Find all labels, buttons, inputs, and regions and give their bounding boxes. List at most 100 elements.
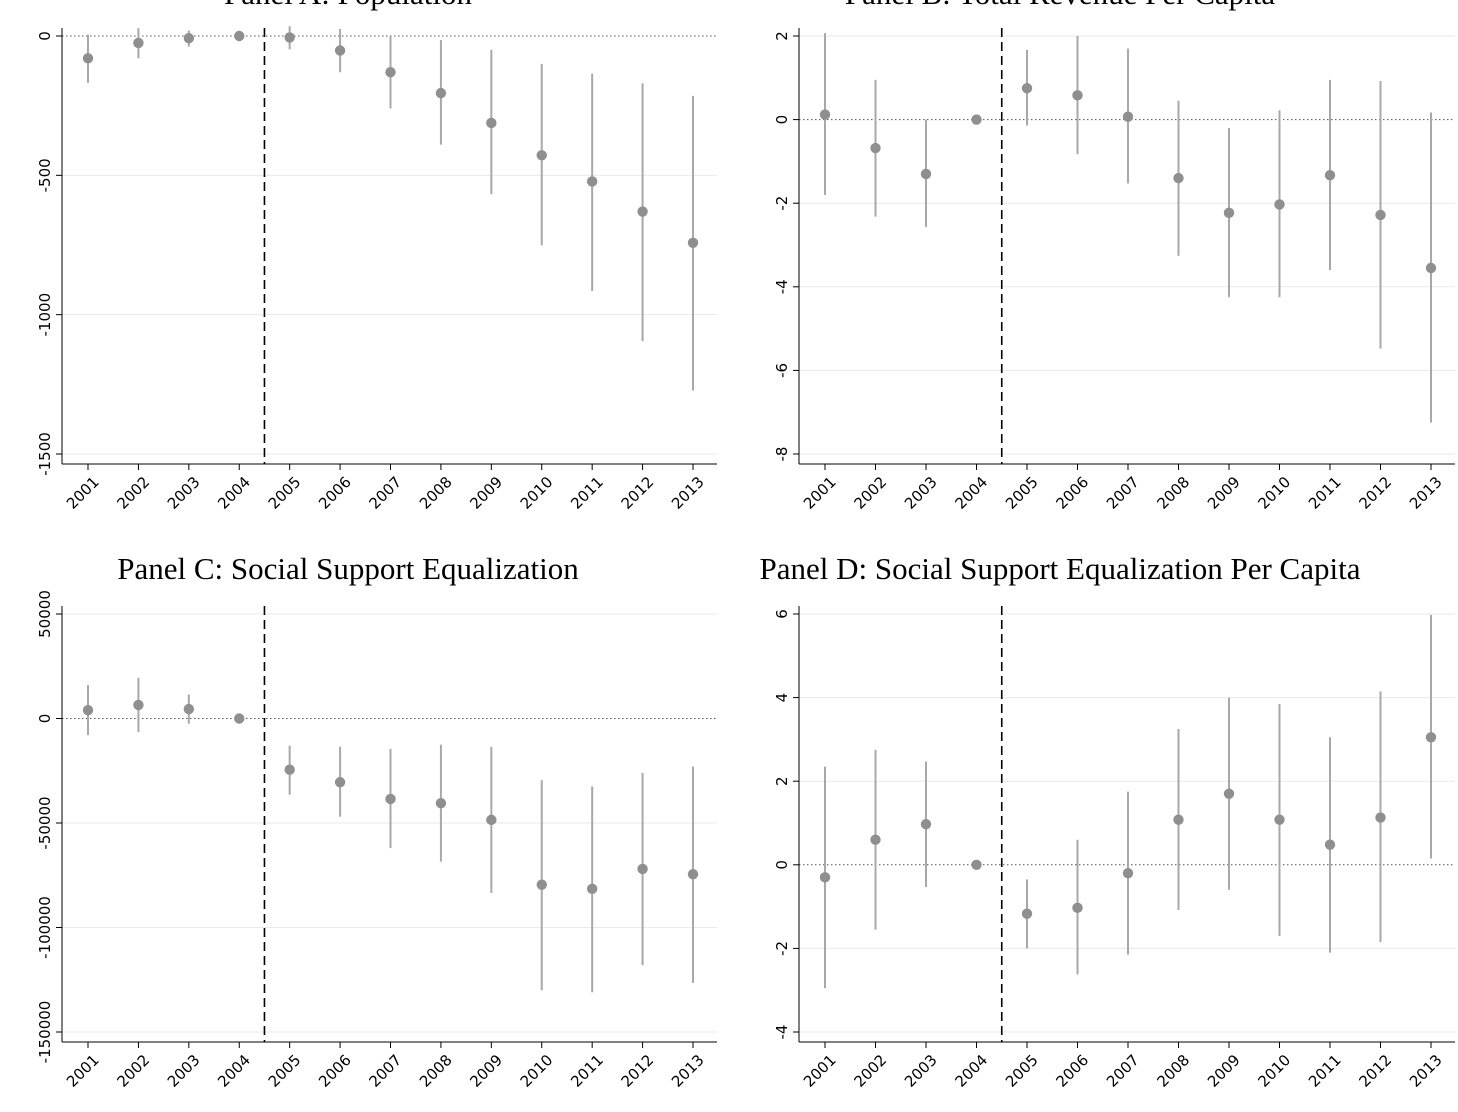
panel-c-x-tick-label: 2004 — [214, 1051, 254, 1091]
panel-d-x-tick-label: 2012 — [1356, 1051, 1396, 1091]
panel-c-x-tick-label: 2010 — [517, 1051, 557, 1091]
panel-d-point-estimate — [1173, 814, 1184, 825]
panel-b-point-estimate — [1324, 169, 1336, 181]
panel-d-point-estimate — [920, 819, 932, 830]
panel-b-x-tick-label: 2011 — [1305, 473, 1345, 513]
panel-b-x-tick-label: 2012 — [1356, 473, 1396, 513]
panel-b-y-tick-label: -6 — [773, 363, 791, 378]
panel-b-point-estimate — [1072, 90, 1083, 101]
panel-a-point-estimate — [284, 32, 295, 43]
panel-d-point-estimate — [1072, 902, 1083, 914]
panel-c-x-tick-label: 2005 — [265, 1051, 305, 1091]
panel-a-title: Panel A: Population — [224, 0, 473, 11]
panel-c: Panel C: Social Support Equalization 500… — [36, 551, 717, 1091]
panel-d-y-tick-label: 0 — [773, 860, 791, 870]
panel-c-x-tick-label: 2013 — [668, 1051, 708, 1091]
panel-b-x-tick-label: 2005 — [1002, 473, 1042, 513]
panel-d-point-estimate — [819, 872, 831, 883]
panel-a-x-tick-label: 2010 — [517, 473, 557, 513]
panel-a: Panel A: Population 0-500-1000-150020012… — [36, 0, 717, 513]
panel-b-y-tick-label: -2 — [773, 196, 791, 211]
panel-d-x-tick-label: 2011 — [1305, 1051, 1345, 1091]
panel-b-point-estimate — [1274, 199, 1285, 210]
panel-b-y-tick-label: -4 — [773, 279, 791, 294]
panel-c-title: Panel C: Social Support Equalization — [117, 551, 579, 586]
panel-c-x-tick-label: 2002 — [113, 1051, 153, 1091]
panel-c-point-estimate — [637, 863, 648, 875]
panel-a-point-estimate — [133, 37, 144, 49]
panel-a-point-estimate — [536, 150, 547, 161]
panel-b-point-estimate — [1021, 83, 1033, 94]
panel-c-point-estimate — [435, 797, 447, 809]
panel-a-point-estimate — [486, 117, 497, 129]
panel-d-point-estimate — [1122, 867, 1134, 879]
panel-b-x-tick-label: 2004 — [952, 473, 992, 513]
panel-d-x-tick-label: 2010 — [1255, 1051, 1295, 1091]
panel-c-point-estimate — [82, 704, 94, 716]
panel-a-x-tick-label: 2009 — [466, 473, 506, 513]
panel-d-x-tick-label: 2013 — [1406, 1051, 1446, 1091]
panel-a-y-tick-label: -1500 — [36, 432, 54, 476]
panel-b-plot: 2 0 -2 -4 -6 -8 2001 2002 2003 2004 2005 2006 2007 20… — [773, 28, 1455, 513]
panel-b-point-estimate — [819, 109, 831, 120]
panel-d-title: Panel D: Social Support Equalization Per… — [760, 551, 1361, 586]
panel-b-y-tick-label: 2 — [773, 31, 791, 41]
panel-d-x-tick-label: 2006 — [1053, 1051, 1093, 1091]
panel-d-point-estimate — [1274, 814, 1285, 825]
panel-d-point-estimate — [1425, 732, 1437, 743]
panel-c-point-estimate — [284, 764, 295, 775]
panel-a-point-estimate — [586, 176, 598, 187]
panel-d-x-tick-label: 2003 — [901, 1051, 941, 1091]
panel-b-x-tick-label: 2001 — [800, 473, 840, 513]
panel-d-y-tick-label: 4 — [773, 693, 791, 703]
panel-a-point-estimate — [183, 33, 195, 44]
panel-a-x-tick-label: 2012 — [618, 473, 658, 513]
panel-a-point-estimate — [637, 206, 648, 217]
panel-d-y-tick-label: 2 — [773, 776, 791, 786]
panel-b-point-estimate — [1122, 111, 1134, 122]
panel-b-point-estimate — [870, 142, 881, 154]
panel-c-point-estimate — [486, 814, 497, 826]
panel-d-point-estimate — [1021, 908, 1033, 919]
panel-d-x-tick-label: 2001 — [800, 1051, 840, 1091]
panel-c-point-estimate — [687, 869, 699, 880]
panel-d-point-estimate — [971, 859, 982, 870]
panel-d-plot: 6 4 2 0 -2 -4 2001 2002 2003 2004 2005 2006 2007 2008… — [773, 606, 1455, 1091]
panel-a-x-tick-label: 2005 — [265, 473, 305, 513]
panel-a-point-estimate — [435, 87, 447, 99]
panel-c-x-tick-label: 2011 — [567, 1051, 607, 1091]
panel-c-x-tick-label: 2003 — [164, 1051, 204, 1091]
panel-b-x-tick-label: 2002 — [851, 473, 891, 513]
panel-b-x-tick-label: 2009 — [1204, 473, 1244, 513]
panel-c-y-tick-label: -150000 — [36, 1001, 54, 1064]
panel-d-x-tick-label: 2008 — [1154, 1051, 1194, 1091]
panel-a-point-estimate — [82, 53, 94, 64]
panel-a-x-tick-label: 2011 — [567, 473, 607, 513]
panel-a-y-tick-label: -1000 — [36, 293, 54, 337]
panel-b-point-estimate — [1223, 207, 1235, 219]
panel-c-point-estimate — [183, 703, 195, 715]
panel-c-x-tick-label: 2012 — [618, 1051, 658, 1091]
panel-a-x-tick-label: 2001 — [63, 473, 103, 513]
panel-b-title: Panel B: Total Revenue Per Capita — [845, 0, 1276, 11]
panel-c-point-estimate — [334, 777, 346, 788]
panel-d-x-tick-label: 2005 — [1002, 1051, 1042, 1091]
panel-b-x-tick-label: 2006 — [1053, 473, 1093, 513]
panel-a-x-tick-label: 2013 — [668, 473, 708, 513]
panel-d-y-tick-label: -4 — [773, 1025, 791, 1040]
panel-a-point-estimate — [687, 237, 699, 248]
panel-c-x-tick-label: 2001 — [63, 1051, 103, 1091]
panel-b: Panel B: Total Revenue Per Capita 2 0 -2 -4… — [773, 0, 1455, 513]
panel-b-x-tick-label: 2003 — [901, 473, 941, 513]
panel-c-x-tick-label: 2007 — [366, 1051, 406, 1091]
panel-c-x-tick-label: 2009 — [466, 1051, 506, 1091]
panel-d-x-tick-label: 2004 — [952, 1051, 992, 1091]
panel-a-plot: 0 -500 -1000 -1500 2001 2002 2003 2004 2005 2006 2… — [36, 26, 717, 513]
panel-b-point-estimate — [1375, 209, 1386, 221]
panel-d-x-tick-label: 2002 — [851, 1051, 891, 1091]
panel-c-x-tick-label: 2006 — [315, 1051, 355, 1091]
panel-c-point-estimate — [385, 793, 396, 805]
panel-b-x-tick-label: 2013 — [1406, 473, 1446, 513]
